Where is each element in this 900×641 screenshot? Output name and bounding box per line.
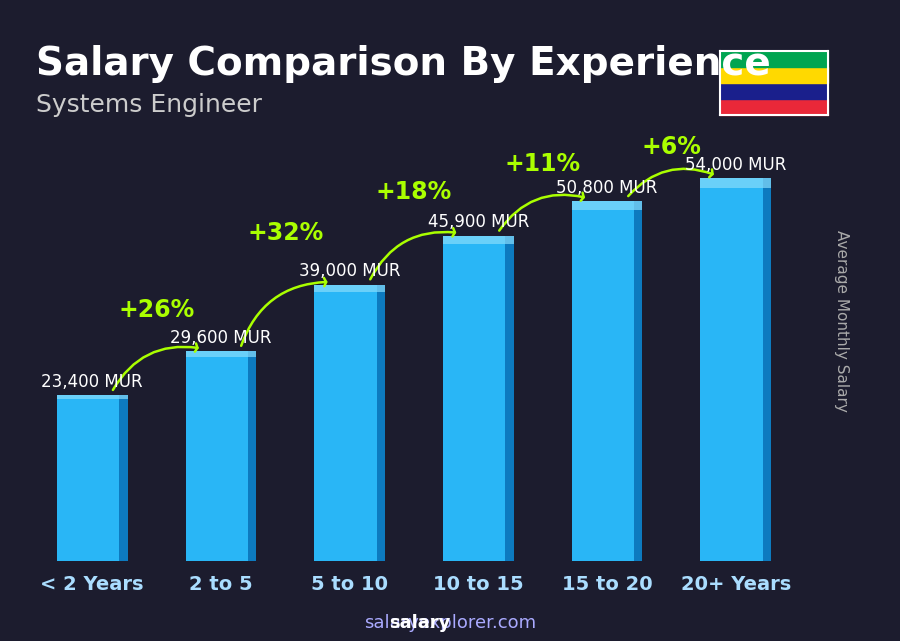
Text: 54,000 MUR: 54,000 MUR bbox=[685, 156, 787, 174]
Text: 50,800 MUR: 50,800 MUR bbox=[556, 179, 658, 197]
Bar bbox=[720, 83, 828, 99]
Bar bbox=[248, 351, 256, 561]
Bar bbox=[185, 351, 256, 356]
Text: 45,900 MUR: 45,900 MUR bbox=[428, 213, 529, 231]
Bar bbox=[314, 285, 385, 561]
Bar bbox=[376, 285, 385, 561]
Text: 39,000 MUR: 39,000 MUR bbox=[299, 262, 400, 280]
Text: +26%: +26% bbox=[119, 298, 194, 322]
Text: 29,600 MUR: 29,600 MUR bbox=[170, 329, 272, 347]
Bar bbox=[314, 285, 385, 292]
Bar bbox=[634, 201, 643, 561]
Text: salary: salary bbox=[389, 614, 450, 632]
Text: Salary Comparison By Experience: Salary Comparison By Experience bbox=[36, 45, 770, 83]
Text: +18%: +18% bbox=[376, 181, 452, 204]
Bar bbox=[720, 51, 828, 67]
Text: +11%: +11% bbox=[505, 152, 580, 176]
Bar bbox=[700, 178, 771, 188]
Bar bbox=[720, 99, 828, 115]
Bar bbox=[572, 201, 643, 561]
Bar bbox=[572, 201, 643, 210]
Text: +32%: +32% bbox=[248, 221, 323, 246]
Text: +6%: +6% bbox=[642, 135, 701, 159]
Bar bbox=[185, 351, 256, 561]
Bar bbox=[443, 236, 514, 561]
Bar bbox=[505, 236, 514, 561]
Bar bbox=[700, 178, 771, 561]
Bar bbox=[720, 67, 828, 83]
Text: Systems Engineer: Systems Engineer bbox=[36, 93, 262, 117]
Bar bbox=[119, 395, 128, 561]
Text: Average Monthly Salary: Average Monthly Salary bbox=[834, 229, 849, 412]
Bar bbox=[57, 395, 128, 399]
Text: 23,400 MUR: 23,400 MUR bbox=[41, 373, 143, 391]
Bar bbox=[443, 236, 514, 244]
Text: salaryexplorer.com: salaryexplorer.com bbox=[364, 614, 536, 632]
Bar bbox=[57, 395, 128, 561]
Bar bbox=[762, 178, 771, 561]
